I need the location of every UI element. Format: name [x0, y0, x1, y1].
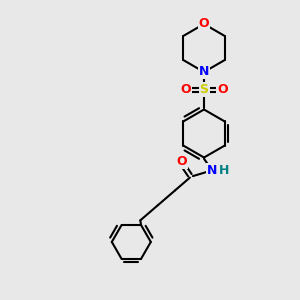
Text: N: N: [199, 65, 209, 79]
Text: S: S: [200, 83, 208, 97]
Text: N: N: [207, 164, 218, 177]
Text: O: O: [217, 83, 228, 97]
Text: O: O: [180, 83, 191, 97]
Text: O: O: [199, 17, 209, 31]
Text: H: H: [219, 164, 229, 177]
Text: O: O: [176, 155, 187, 169]
